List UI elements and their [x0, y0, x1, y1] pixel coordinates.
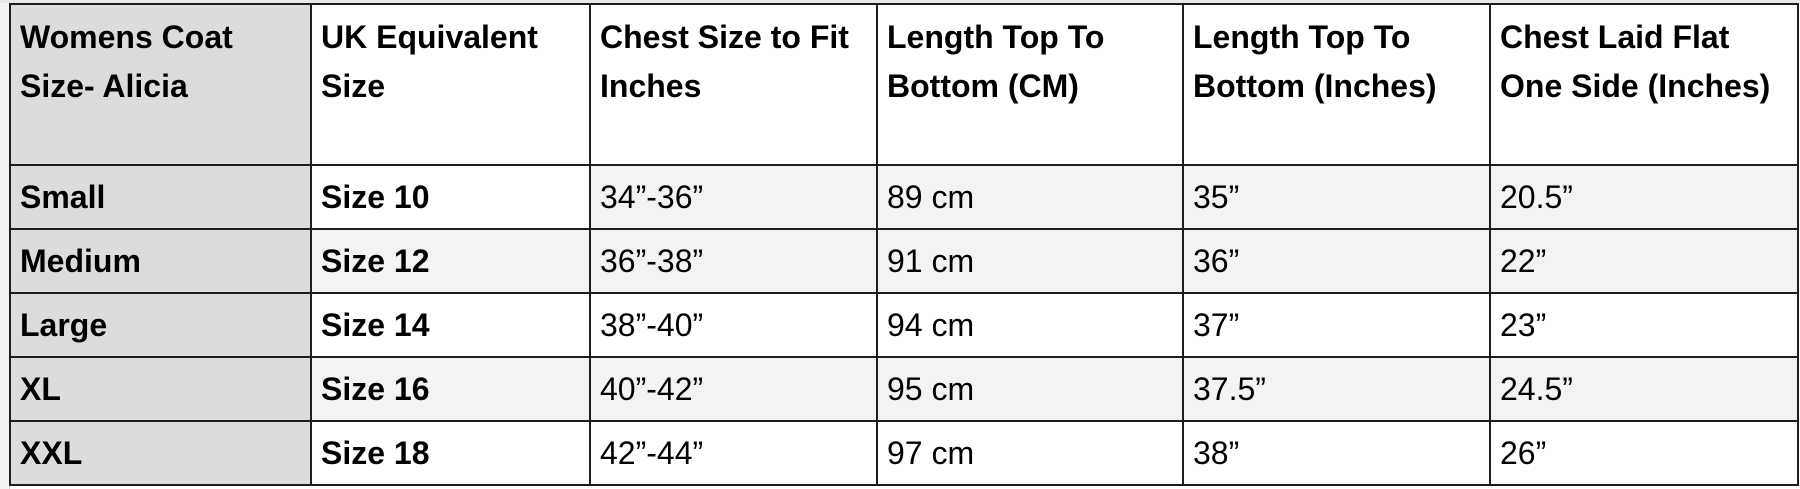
table-row: XL Size 16 40”-42” 95 cm 37.5” 24.5”	[9, 356, 1799, 422]
cell-chest-fit: 36”-38”	[589, 228, 878, 294]
cell-coat-size: XL	[9, 356, 312, 422]
cell-chest-fit: 42”-44”	[589, 420, 878, 486]
size-chart-table: Womens Coat Size- Alicia UK Equivalent S…	[9, 3, 1799, 486]
cell-length-inches: 37.5”	[1182, 356, 1491, 422]
cell-length-cm: 97 cm	[876, 420, 1184, 486]
cell-coat-size: Medium	[9, 228, 312, 294]
cell-length-inches: 38”	[1182, 420, 1491, 486]
header-chest-fit: Chest Size to Fit Inches	[589, 3, 878, 166]
header-chest-flat: Chest Laid Flat One Side (Inches)	[1489, 3, 1799, 166]
cell-length-inches: 35”	[1182, 164, 1491, 230]
table-row: Small Size 10 34”-36” 89 cm 35” 20.5”	[9, 164, 1799, 230]
cell-length-cm: 95 cm	[876, 356, 1184, 422]
cell-chest-flat: 24.5”	[1489, 356, 1799, 422]
header-length-inches: Length Top To Bottom (Inches)	[1182, 3, 1491, 166]
cell-uk-size: Size 16	[310, 356, 591, 422]
header-length-cm: Length Top To Bottom (CM)	[876, 3, 1184, 166]
cell-chest-flat: 26”	[1489, 420, 1799, 486]
cell-coat-size: Small	[9, 164, 312, 230]
cell-chest-fit: 34”-36”	[589, 164, 878, 230]
cell-chest-flat: 20.5”	[1489, 164, 1799, 230]
cell-uk-size: Size 18	[310, 420, 591, 486]
cell-uk-size: Size 12	[310, 228, 591, 294]
cell-length-cm: 94 cm	[876, 292, 1184, 358]
sheet-top-edge	[0, 0, 1800, 3]
cell-chest-fit: 38”-40”	[589, 292, 878, 358]
cell-uk-size: Size 14	[310, 292, 591, 358]
cell-chest-flat: 22”	[1489, 228, 1799, 294]
cell-coat-size: XXL	[9, 420, 312, 486]
cell-coat-size: Large	[9, 292, 312, 358]
table-row: Large Size 14 38”-40” 94 cm 37” 23”	[9, 292, 1799, 358]
table-row: Medium Size 12 36”-38” 91 cm 36” 22”	[9, 228, 1799, 294]
cell-length-cm: 91 cm	[876, 228, 1184, 294]
cell-length-inches: 37”	[1182, 292, 1491, 358]
table-row: XXL Size 18 42”-44” 97 cm 38” 26”	[9, 420, 1799, 486]
cell-chest-fit: 40”-42”	[589, 356, 878, 422]
header-coat-size: Womens Coat Size- Alicia	[9, 3, 312, 166]
header-uk-size: UK Equivalent Size	[310, 3, 591, 166]
cell-length-inches: 36”	[1182, 228, 1491, 294]
header-row: Womens Coat Size- Alicia UK Equivalent S…	[9, 3, 1799, 166]
cell-uk-size: Size 10	[310, 164, 591, 230]
cell-chest-flat: 23”	[1489, 292, 1799, 358]
cell-length-cm: 89 cm	[876, 164, 1184, 230]
